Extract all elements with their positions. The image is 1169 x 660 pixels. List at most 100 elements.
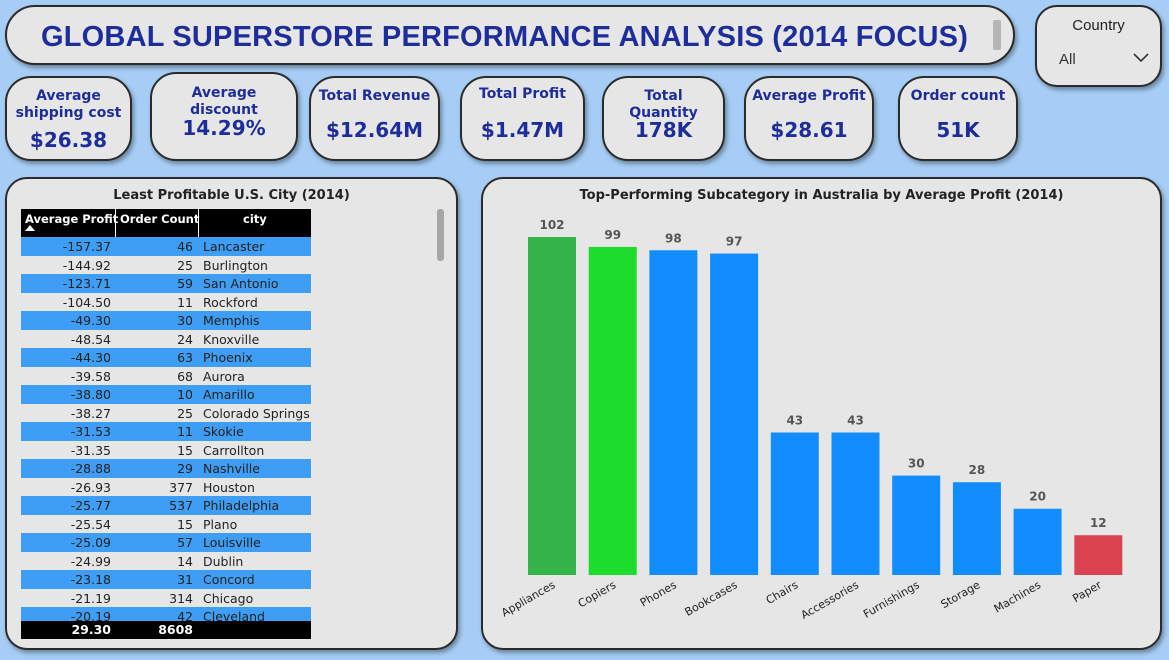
dashboard-title-box: GLOBAL SUPERSTORE PERFORMANCE ANALYSIS (… [5,5,1015,65]
cell-average-profit: -23.18 [70,572,111,587]
kpi-label: Average shipping cost [15,88,122,121]
data-label: 12 [1090,516,1107,530]
country-dropdown[interactable]: All [1059,47,1149,73]
kpi-average-profit: Average Profit $28.61 [744,76,874,161]
table-scrollbar[interactable] [437,209,444,637]
table-row[interactable]: -31.53 11 Skokie [21,422,311,441]
column-header-order-count[interactable]: Order Count [120,212,200,226]
table-row[interactable]: -38.27 25 Colorado Springs [21,404,311,423]
kpi-value: $12.64M [325,118,424,142]
table-row[interactable]: -44.30 63 Phoenix [21,348,311,367]
cell-order-count: 11 [177,424,193,439]
table-row[interactable]: -38.80 10 Amarillo [21,385,311,404]
bar-machines[interactable] [1013,508,1062,575]
cell-order-count: 29 [177,461,193,476]
cell-city: Cleveland [203,609,265,624]
table-row[interactable]: -123.71 59 San Antonio [21,274,311,293]
table-row[interactable]: -49.30 30 Memphis [21,311,311,330]
kpi-value: 178K [634,118,693,142]
bar-chairs[interactable] [770,432,819,575]
cell-city: Lancaster [203,239,265,254]
data-label: 20 [1029,490,1046,504]
bar-paper[interactable] [1074,535,1123,575]
table-row[interactable]: -20.19 42 Cleveland [21,607,311,626]
table-row[interactable]: -25.54 15 Plano [21,515,311,534]
cell-order-count: 57 [177,535,193,550]
table-row[interactable]: -21.19 314 Chicago [21,589,311,608]
kpi-value: 51K [936,118,980,142]
table-title: Least Profitable U.S. City (2014) [113,188,350,203]
total-average-profit: 29.30 [71,622,111,637]
cell-order-count: 31 [177,572,193,587]
cell-order-count: 14 [177,553,193,569]
table-row[interactable]: -31.35 15 Carrollton [21,441,311,460]
cell-city: Concord [203,572,255,587]
column-header-city[interactable]: city [243,212,267,226]
kpi-label: Total Profit [479,86,566,102]
subcategory-profit-panel: Top-Performing Subcategory in Australia … [481,177,1162,650]
kpi-value: $1.47M [480,118,565,142]
cell-average-profit: -21.19 [70,590,111,606]
table-row[interactable]: -157.37 46 Lancaster [21,237,311,256]
cell-city: Skokie [203,424,244,439]
table-row[interactable]: -25.77 537 Philadelphia [21,496,311,515]
kpi-order-count: Order count 51K [898,76,1018,161]
bar-phones[interactable] [649,250,698,575]
data-label: 43 [847,414,864,428]
cell-order-count: 30 [177,313,193,328]
bar-appliances[interactable] [528,237,576,575]
x-tick-label: Furnishings [861,578,922,621]
cell-order-count: 11 [177,294,193,310]
chart-title: Top-Performing Subcategory in Australia … [579,188,1064,203]
x-tick-label: Copiers [576,578,619,610]
cell-average-profit: -104.50 [62,294,111,310]
table-scrollbar-thumb[interactable] [437,209,444,261]
data-label: 98 [665,231,682,245]
table-row[interactable]: -23.18 31 Concord [21,570,311,589]
x-tick-label: Phones [638,578,679,609]
cell-city: Plano [203,516,238,532]
kpi-value: $26.38 [29,128,108,152]
title-scrollbar[interactable] [993,20,1001,50]
column-divider [115,209,116,237]
cell-average-profit: -144.92 [62,257,111,273]
cell-average-profit: -38.27 [70,405,111,421]
bar-copiers[interactable] [588,246,637,576]
data-label: 43 [786,414,803,428]
table-row[interactable]: -104.50 11 Rockford [21,293,311,312]
cell-average-profit: -26.93 [70,479,111,495]
cell-average-profit: -20.19 [70,609,111,624]
bar-accessories[interactable] [831,432,880,575]
cell-city: Philadelphia [203,498,280,513]
cell-average-profit: -25.54 [70,516,111,532]
kpi-label: Order count [910,88,1006,104]
table-row[interactable]: -28.88 29 Nashville [21,459,311,478]
x-tick-label: Storage [939,578,983,611]
cell-order-count: 42 [177,609,193,624]
table-row[interactable]: -144.92 25 Burlington [21,256,311,275]
cell-average-profit: -49.30 [70,313,111,328]
kpi-label: Average Profit [752,88,866,104]
cell-city: Amarillo [203,387,255,402]
cell-city: Dublin [203,553,244,569]
cell-order-count: 10 [177,387,193,402]
kpi-label: Total Quantity [629,88,698,121]
cell-average-profit: -157.37 [62,239,111,254]
bar-storage[interactable] [952,482,1001,575]
table-row[interactable]: -48.54 24 Knoxville [21,330,311,349]
data-label: 99 [604,228,621,242]
kpi-total-profit: Total Profit $1.47M [460,76,585,161]
column-header-average-profit[interactable]: Average Profit [25,212,119,226]
chevron-down-icon[interactable] [1133,53,1149,63]
cell-order-count: 25 [177,405,193,421]
table-row[interactable]: -25.09 57 Louisville [21,533,311,552]
table-row[interactable]: -24.99 14 Dublin [21,552,311,571]
bar-furnishings[interactable] [892,475,941,575]
table-row[interactable]: -39.58 68 Aurora [21,367,311,386]
bar-bookcases[interactable] [710,253,759,575]
table-row[interactable]: -26.93 377 Houston [21,478,311,497]
kpi-value: 14.29% [182,116,266,140]
cell-average-profit: -31.35 [70,442,111,458]
cell-average-profit: -39.58 [70,368,111,384]
kpi-average-discount: Average discount 14.29% [150,72,298,161]
